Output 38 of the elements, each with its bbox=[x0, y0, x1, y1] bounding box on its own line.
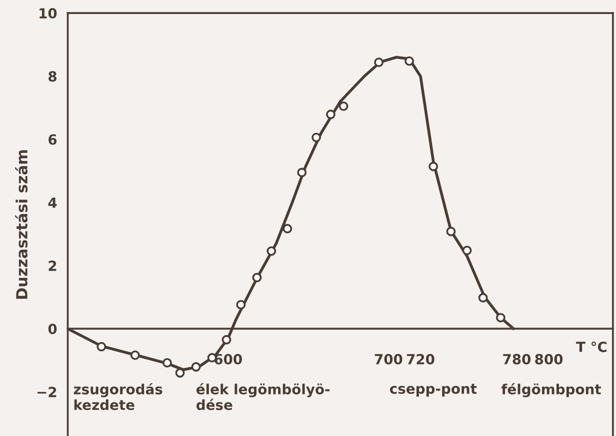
point bbox=[446, 226, 456, 236]
x-tick-label: 720 bbox=[406, 354, 434, 364]
point bbox=[252, 272, 262, 282]
y-tick-label: −2 bbox=[38, 386, 56, 398]
point bbox=[326, 110, 336, 120]
point bbox=[374, 58, 384, 68]
annotation: csepp-pont bbox=[390, 384, 477, 397]
annotation: zsugorodás kezdete bbox=[74, 383, 162, 410]
point bbox=[222, 335, 232, 344]
y-tick-label: 6 bbox=[48, 134, 57, 145]
point bbox=[236, 300, 246, 310]
point bbox=[162, 358, 172, 368]
point bbox=[312, 132, 321, 142]
point bbox=[478, 293, 488, 302]
x-axis-title: T °C bbox=[576, 342, 607, 352]
point bbox=[175, 368, 185, 378]
point bbox=[266, 246, 276, 256]
point bbox=[297, 168, 307, 178]
point bbox=[404, 56, 414, 66]
point bbox=[282, 224, 292, 234]
annotation: félgömbpont bbox=[501, 383, 601, 398]
y-tick-label: 2 bbox=[48, 260, 56, 271]
y-tick-label: 0 bbox=[48, 324, 57, 334]
x-tick-label: 700 bbox=[374, 354, 402, 364]
point bbox=[191, 362, 201, 372]
y-tick-label: 10 bbox=[40, 8, 57, 19]
point bbox=[338, 101, 348, 111]
y-axis-title: Duzzasztási szám bbox=[15, 150, 28, 299]
x-tick-label: 800 bbox=[535, 354, 563, 364]
point bbox=[130, 350, 140, 360]
x-tick-label: 780 bbox=[503, 354, 531, 364]
point bbox=[428, 162, 438, 172]
point bbox=[496, 312, 506, 322]
point bbox=[96, 342, 106, 352]
point bbox=[462, 246, 472, 256]
annotation: élek legömbölyö- dése bbox=[196, 383, 330, 410]
y-tick-label: 4 bbox=[48, 198, 57, 208]
y-tick-label: 8 bbox=[48, 71, 56, 82]
